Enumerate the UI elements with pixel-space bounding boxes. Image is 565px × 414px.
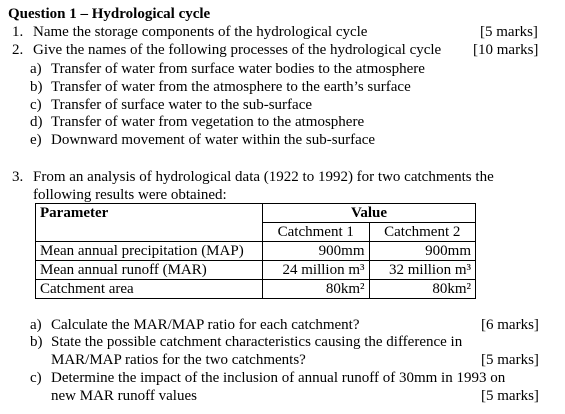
marks: [6 marks] — [481, 317, 539, 333]
item-label: c) — [30, 96, 42, 113]
question: Give the names of the following processe… — [33, 42, 442, 58]
table-cell: 24 million m³ — [262, 260, 370, 280]
item-text: Transfer of water from surface water bod… — [51, 61, 425, 77]
item-label: c) — [30, 370, 42, 386]
item-text: Downward movement of water within the su… — [51, 132, 376, 149]
subheader-cell: Catchment 2 — [368, 222, 476, 242]
table-row: Mean annual precipitation (MAP) 900mm 900m… — [35, 241, 476, 261]
item-text: Transfer of surface water to the sub-sur… — [51, 96, 313, 113]
header-cell: Parameter — [35, 203, 263, 242]
item-label: a) — [30, 317, 42, 333]
item-text: State the possible catchment characteris… — [51, 334, 463, 368]
question: Name the storage components of the hydro… — [33, 24, 368, 40]
marks: [10 marks] — [473, 42, 539, 58]
table-cell: Mean annual runoff (MAR) — [35, 260, 263, 280]
number: 1. — [12, 24, 24, 40]
item-label: b) — [30, 78, 43, 95]
item-label: d) — [30, 114, 43, 131]
item-text: Transfer of water from the atmosphere to… — [51, 78, 411, 95]
item-label: a) — [30, 61, 42, 77]
marks: [5 marks] — [481, 388, 539, 404]
marks: [5 marks] — [481, 352, 539, 368]
item-label: e) — [30, 132, 42, 149]
item-label: b) — [30, 334, 43, 350]
question: From an analysis of hydrological data (1… — [33, 169, 494, 203]
item-text: Transfer of water from vegetation to the… — [51, 114, 365, 131]
table-cell: 32 million m³ — [368, 260, 476, 280]
header-cell: Value — [262, 203, 476, 223]
table-row: Mean annual runoff (MAR) 24 million m³ 32 … — [35, 260, 476, 280]
number: 2. — [12, 42, 24, 58]
table-cell: 900mm — [368, 241, 476, 261]
table-cell: Catchment area — [35, 279, 263, 299]
table-row: Catchment area 80km² 80km² — [35, 279, 476, 299]
table-cell: 80km² — [262, 279, 370, 299]
number: 3. — [12, 169, 24, 185]
table-cell: 900mm — [262, 241, 370, 261]
title: Question 1 – Hydrological cycle — [8, 6, 211, 22]
table-cell: Mean annual precipitation (MAP) — [35, 241, 263, 261]
subheader-cell: Catchment 1 — [262, 222, 370, 242]
data-table: Parameter Value Catchment 1 Catchment 2 … — [35, 203, 476, 299]
marks: [5 marks] — [480, 24, 538, 40]
item-text: Calculate the MAR/MAP ratio for each cat… — [51, 317, 360, 333]
item-text: Determine the impact of the inclusion of… — [51, 370, 506, 404]
table-cell: 80km² — [368, 279, 476, 299]
